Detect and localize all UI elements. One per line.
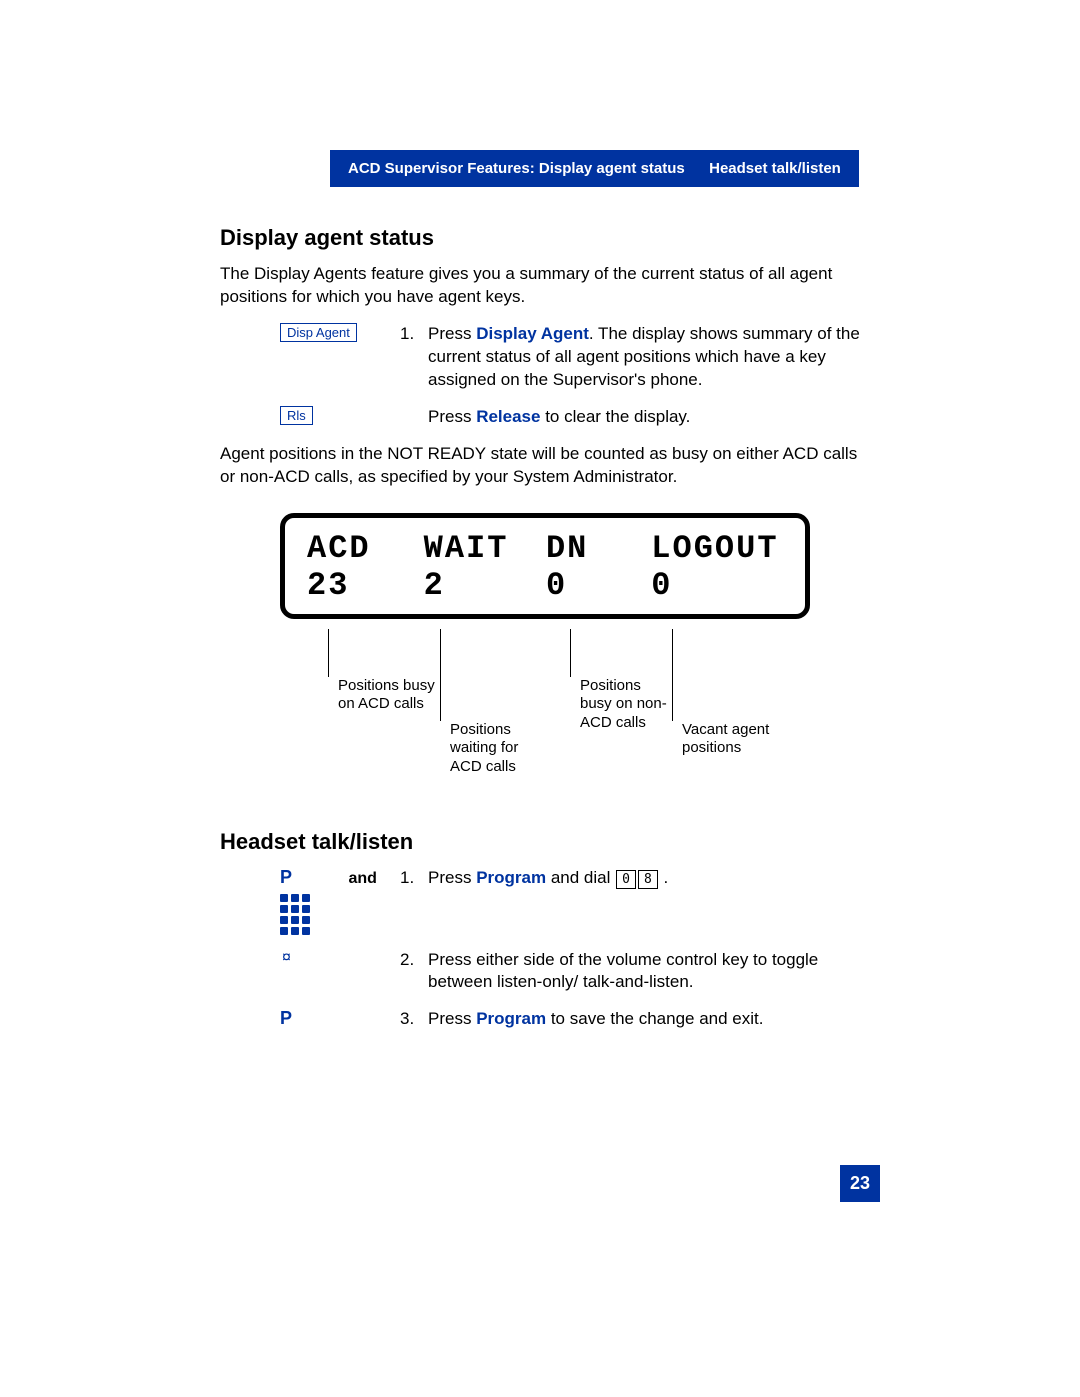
disp-agent-key: Disp Agent <box>280 323 357 342</box>
program-icon-2: P <box>280 1008 292 1028</box>
lcd-display: ACD WAIT DN LOGOUT 23 2 0 0 <box>280 513 810 619</box>
step1-text: Press Display Agent. The display shows s… <box>428 323 870 392</box>
headset-step1: P and 1. Press Program and dial 08 . <box>220 867 870 935</box>
lcd-h1: ACD <box>307 530 424 567</box>
section1-note: Agent positions in the NOT READY state w… <box>220 443 870 489</box>
section1-intro: The Display Agents feature gives you a s… <box>220 263 870 309</box>
lcd-v3: 0 <box>546 567 651 604</box>
lcd-v1: 23 <box>307 567 424 604</box>
program-bold-1: Program <box>476 868 546 887</box>
and-label: and <box>348 870 376 887</box>
release-bold: Release <box>476 407 540 426</box>
lcd-callouts: Positions busy on ACD calls Positions wa… <box>280 629 810 829</box>
section1-title: Display agent status <box>220 225 870 251</box>
header-bar: ACD Supervisor Features: Display agent s… <box>330 150 859 187</box>
callout-1: Positions busy on ACD calls <box>338 677 438 715</box>
step1-num: 1. <box>400 323 428 392</box>
s2-num: 2. <box>400 949 428 995</box>
s3-num: 3. <box>400 1008 428 1031</box>
lcd-h2: WAIT <box>424 530 546 567</box>
step-disp-agent: Disp Agent 1. Press Display Agent. The d… <box>220 323 870 392</box>
section2-title: Headset talk/listen <box>220 829 870 855</box>
header-right: Headset talk/listen <box>709 160 841 177</box>
lcd-v4: 0 <box>651 567 783 604</box>
s1-num: 1. <box>400 867 428 890</box>
volume-icon: ¤ <box>280 949 291 966</box>
s1-text: Press Program and dial 08 . <box>428 867 870 890</box>
callout-2: Positions waiting for ACD calls <box>450 721 550 777</box>
program-bold-2: Program <box>476 1009 546 1028</box>
program-icon-1: P <box>280 867 292 887</box>
display-agent-bold: Display Agent <box>476 324 589 343</box>
headset-step2: ¤ 2. Press either side of the volume con… <box>220 949 870 995</box>
step2-text: Press Release to clear the display. <box>428 406 870 429</box>
page-content: ACD Supervisor Features: Display agent s… <box>220 150 870 1045</box>
header-left: ACD Supervisor Features: Display agent s… <box>348 160 685 177</box>
digit-0: 0 <box>616 870 636 890</box>
s3-text: Press Program to save the change and exi… <box>428 1008 870 1031</box>
rls-key: Rls <box>280 406 313 425</box>
step-rls: Rls Press Release to clear the display. <box>220 406 870 429</box>
s2-text: Press either side of the volume control … <box>428 949 870 995</box>
digit-8: 8 <box>638 870 658 890</box>
callout-3: Positions busy on non-ACD calls <box>580 677 670 733</box>
lcd-h3: DN <box>546 530 651 567</box>
lcd-h4: LOGOUT <box>651 530 783 567</box>
page-number: 23 <box>840 1165 880 1202</box>
keypad-icon <box>280 894 310 935</box>
headset-step3: P 3. Press Program to save the change an… <box>220 1008 870 1031</box>
callout-4: Vacant agent positions <box>682 721 782 759</box>
lcd-v2: 2 <box>424 567 546 604</box>
